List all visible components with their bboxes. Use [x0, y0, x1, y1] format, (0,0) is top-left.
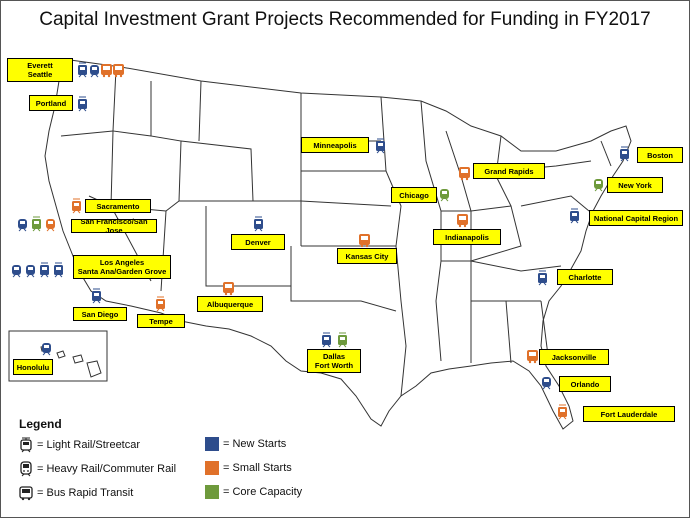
legend-heavy-rail-label: = Heavy Rail/Commuter Rail [37, 463, 177, 475]
san-francisco-heavy-rail-icon [18, 219, 27, 232]
portland-light-rail-icon [78, 96, 87, 112]
kansas-city-bus-icon [359, 234, 370, 248]
core-capacity-swatch [205, 485, 219, 499]
new-starts-swatch [205, 437, 219, 451]
city-label-new-york: New York [607, 177, 663, 193]
san-francisco-light-rail-icon [32, 216, 41, 232]
bus-icon [19, 486, 33, 501]
city-label-grand-rapids: Grand Rapids [473, 163, 545, 179]
orlando-heavy-rail-icon [542, 377, 551, 390]
city-label-san-diego: San Diego [73, 307, 127, 321]
city-label-kansas-city: Kansas City [337, 248, 397, 264]
denver-light-rail-icon [254, 216, 263, 232]
everett-seattle-light-rail-icon [78, 62, 87, 78]
city-label-albuquerque: Albuquerque [197, 296, 263, 312]
legend-core-capacity-label: = Core Capacity [223, 486, 303, 498]
city-label-fort-lauderdale: Fort Lauderdale [583, 406, 675, 422]
city-label-sacramento: Sacramento [85, 199, 151, 213]
los-angeles-heavy-rail-icon [12, 265, 21, 278]
legend: Legend = Light Rail/Streetcar = Heavy Ra… [15, 417, 335, 509]
fort-lauderdale-light-rail-icon [558, 404, 567, 420]
jacksonville-bus-icon [527, 350, 538, 364]
city-label-boston: Boston [637, 147, 683, 163]
city-label-everett-seattle: Everett Seattle [7, 58, 73, 82]
legend-small-starts-label: = Small Starts [223, 462, 292, 474]
san-diego-light-rail-icon [92, 288, 101, 304]
city-label-orlando: Orlando [559, 376, 611, 392]
dallas-light-rail-icon [322, 332, 331, 348]
city-label-ncr: National Capital Region [589, 210, 683, 226]
los-angeles-heavy-rail-icon [26, 265, 35, 278]
indianapolis-bus-icon [457, 214, 468, 228]
honolulu-heavy-rail-icon [42, 343, 51, 356]
city-label-portland: Portland [29, 95, 73, 111]
legend-row-light-rail: = Light Rail/Streetcar [19, 437, 140, 453]
legend-row-heavy-rail: = Heavy Rail/Commuter Rail [19, 461, 176, 477]
legend-row-small-starts: = Small Starts [205, 461, 292, 475]
city-label-indianapolis: Indianapolis [433, 229, 501, 245]
legend-bus-label: = Bus Rapid Transit [37, 487, 134, 499]
sacramento-light-rail-icon [72, 198, 81, 214]
legend-row-new-starts: = New Starts [205, 437, 286, 451]
new-york-heavy-rail-icon [594, 179, 603, 192]
city-label-charlotte: Charlotte [557, 269, 613, 285]
city-label-honolulu: Honolulu [13, 359, 53, 375]
chicago-heavy-rail-icon [440, 189, 449, 202]
grand-rapids-bus-icon [459, 167, 470, 181]
heavy-rail-icon [20, 461, 32, 477]
legend-light-rail-label: = Light Rail/Streetcar [37, 439, 141, 451]
city-label-chicago: Chicago [391, 187, 437, 203]
map-title: Capital Investment Grant Projects Recomm… [39, 9, 651, 30]
light-rail-icon [20, 437, 32, 453]
charlotte-light-rail-icon [538, 270, 547, 286]
city-label-minneapolis: Minneapolis [301, 137, 369, 153]
minneapolis-light-rail-icon [376, 138, 385, 154]
city-label-san-francisco: San Francisco/San Jose [71, 217, 157, 235]
small-starts-swatch [205, 461, 219, 475]
tempe-light-rail-icon [156, 296, 165, 312]
city-label-jacksonville: Jacksonville [539, 349, 609, 365]
city-label-dallas: Dallas Fort Worth [307, 349, 361, 373]
city-label-denver: Denver [231, 234, 285, 250]
dallas-light-rail-icon [338, 332, 347, 348]
legend-title: Legend [19, 417, 62, 431]
los-angeles-light-rail-icon [40, 262, 49, 278]
us-outline [44, 58, 632, 430]
hawaii-inset [8, 330, 108, 382]
boston-light-rail-icon [620, 146, 629, 162]
city-label-tempe: Tempe [137, 314, 185, 328]
everett-seattle-bus-icon [101, 64, 112, 78]
ncr-light-rail-icon [570, 208, 579, 224]
everett-seattle-heavy-rail-icon [90, 65, 99, 78]
legend-row-core-capacity: = Core Capacity [205, 485, 302, 499]
los-angeles-light-rail-icon [54, 262, 63, 278]
san-francisco-heavy-rail-icon [46, 219, 55, 232]
legend-new-starts-label: = New Starts [223, 438, 287, 450]
albuquerque-bus-icon [223, 282, 234, 296]
everett-seattle-bus-icon [113, 64, 124, 78]
city-label-los-angeles: Los Angeles Santa Ana/Garden Grove [73, 255, 171, 279]
legend-row-bus: = Bus Rapid Transit [19, 485, 133, 501]
